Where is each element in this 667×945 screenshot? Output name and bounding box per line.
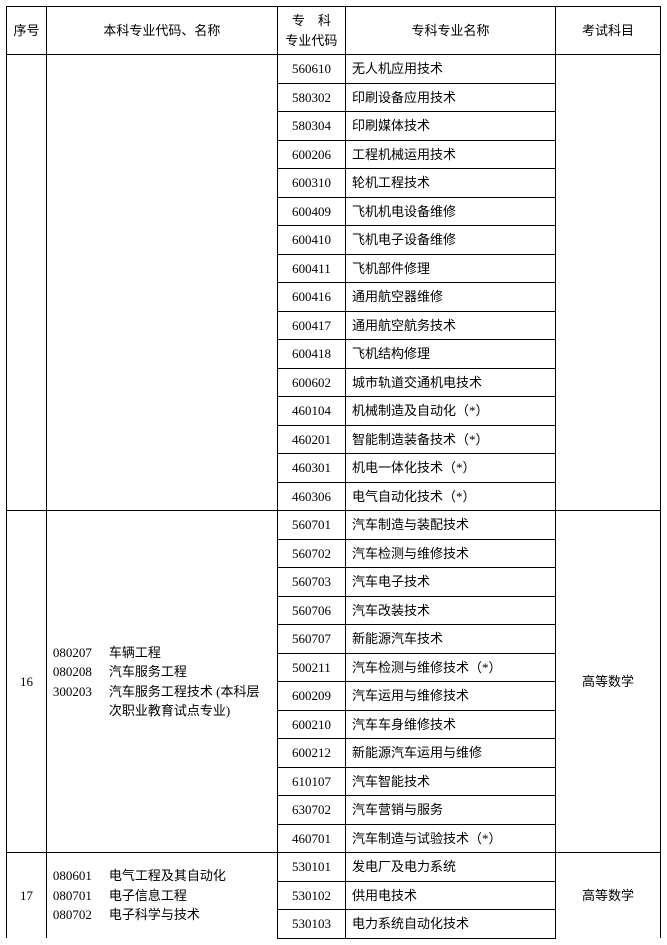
- zk-code-cell: 560706: [277, 596, 345, 625]
- header-bk: 本科专业代码、名称: [46, 7, 277, 55]
- bk-cell: 080207车辆工程080208汽车服务工程300203汽车服务工程技术 (本科…: [46, 511, 277, 853]
- zk-code-cell: 460306: [277, 482, 345, 511]
- bk-cell: 080601电气工程及其自动化080701电子信息工程080702电子科学与技术: [46, 853, 277, 939]
- zk-code-cell: 560707: [277, 625, 345, 654]
- zk-name-cell: 汽车制造与试验技术（*）: [346, 824, 556, 853]
- zk-code-cell: 560701: [277, 511, 345, 540]
- zk-code-cell: 560703: [277, 568, 345, 597]
- zk-name-cell: 汽车制造与装配技术: [346, 511, 556, 540]
- zk-name-cell: 汽车改装技术: [346, 596, 556, 625]
- zk-code-cell: 460104: [277, 397, 345, 426]
- zk-name-cell: 飞机结构修理: [346, 340, 556, 369]
- zk-name-cell: 新能源汽车技术: [346, 625, 556, 654]
- zk-code-cell: 600418: [277, 340, 345, 369]
- zk-name-cell: 印刷媒体技术: [346, 112, 556, 141]
- zk-code-cell: 460301: [277, 454, 345, 483]
- table-row: 16080207车辆工程080208汽车服务工程300203汽车服务工程技术 (…: [7, 511, 661, 540]
- zk-name-cell: 发电厂及电力系统: [346, 853, 556, 882]
- zk-code-cell: 560702: [277, 539, 345, 568]
- zk-code-cell: 600417: [277, 311, 345, 340]
- exam-cell: 高等数学: [555, 853, 660, 939]
- zk-name-cell: 飞机部件修理: [346, 254, 556, 283]
- zk-code-cell: 560610: [277, 55, 345, 84]
- table-row: 17080601电气工程及其自动化080701电子信息工程080702电子科学与…: [7, 853, 661, 882]
- header-zk-code: 专 科 专业代码: [277, 7, 345, 55]
- zk-code-cell: 530101: [277, 853, 345, 882]
- zk-name-cell: 机械制造及自动化（*）: [346, 397, 556, 426]
- zk-name-cell: 智能制造装备技术（*）: [346, 425, 556, 454]
- zk-name-cell: 轮机工程技术: [346, 169, 556, 198]
- zk-code-cell: 580302: [277, 83, 345, 112]
- seq-cell: 16: [7, 511, 47, 853]
- zk-code-cell: 600206: [277, 140, 345, 169]
- zk-code-cell: 500211: [277, 653, 345, 682]
- zk-name-cell: 新能源汽车运用与维修: [346, 739, 556, 768]
- zk-code-cell: 530102: [277, 881, 345, 910]
- table-header-row: 序号 本科专业代码、名称 专 科 专业代码 专科专业名称 考试科目: [7, 7, 661, 55]
- zk-name-cell: 电气自动化技术（*）: [346, 482, 556, 511]
- zk-name-cell: 汽车电子技术: [346, 568, 556, 597]
- zk-code-cell: 600310: [277, 169, 345, 198]
- zk-code-cell: 600602: [277, 368, 345, 397]
- zk-code-cell: 610107: [277, 767, 345, 796]
- zk-name-cell: 汽车营销与服务: [346, 796, 556, 825]
- seq-cell: 17: [7, 853, 47, 939]
- zk-name-cell: 城市轨道交通机电技术: [346, 368, 556, 397]
- table-body: 560610无人机应用技术580302印刷设备应用技术580304印刷媒体技术6…: [7, 55, 661, 939]
- header-zk-name: 专科专业名称: [346, 7, 556, 55]
- zk-code-cell: 600212: [277, 739, 345, 768]
- zk-name-cell: 工程机械运用技术: [346, 140, 556, 169]
- bk-cell: [46, 55, 277, 511]
- zk-name-cell: 电力系统自动化技术: [346, 910, 556, 939]
- seq-cell: [7, 55, 47, 511]
- zk-name-cell: 汽车智能技术: [346, 767, 556, 796]
- zk-name-cell: 汽车车身维修技术: [346, 710, 556, 739]
- zk-code-cell: 600209: [277, 682, 345, 711]
- zk-name-cell: 飞机电子设备维修: [346, 226, 556, 255]
- zk-name-cell: 无人机应用技术: [346, 55, 556, 84]
- exam-cell: [555, 55, 660, 511]
- zk-name-cell: 飞机机电设备维修: [346, 197, 556, 226]
- zk-name-cell: 通用航空器维修: [346, 283, 556, 312]
- zk-code-cell: 600411: [277, 254, 345, 283]
- zk-code-cell: 630702: [277, 796, 345, 825]
- table-row: 560610无人机应用技术: [7, 55, 661, 84]
- zk-code-cell: 460201: [277, 425, 345, 454]
- zk-name-cell: 汽车运用与维修技术: [346, 682, 556, 711]
- zk-name-cell: 汽车检测与维修技术（*）: [346, 653, 556, 682]
- zk-code-cell: 600210: [277, 710, 345, 739]
- header-seq: 序号: [7, 7, 47, 55]
- zk-name-cell: 汽车检测与维修技术: [346, 539, 556, 568]
- exam-cell: 高等数学: [555, 511, 660, 853]
- zk-code-cell: 530103: [277, 910, 345, 939]
- zk-code-cell: 600416: [277, 283, 345, 312]
- zk-name-cell: 供用电技术: [346, 881, 556, 910]
- major-mapping-table: 序号 本科专业代码、名称 专 科 专业代码 专科专业名称 考试科目 560610…: [6, 6, 661, 939]
- zk-code-cell: 460701: [277, 824, 345, 853]
- zk-code-cell: 600409: [277, 197, 345, 226]
- zk-code-cell: 580304: [277, 112, 345, 141]
- header-exam: 考试科目: [555, 7, 660, 55]
- zk-code-cell: 600410: [277, 226, 345, 255]
- zk-name-cell: 印刷设备应用技术: [346, 83, 556, 112]
- zk-name-cell: 机电一体化技术（*）: [346, 454, 556, 483]
- zk-name-cell: 通用航空航务技术: [346, 311, 556, 340]
